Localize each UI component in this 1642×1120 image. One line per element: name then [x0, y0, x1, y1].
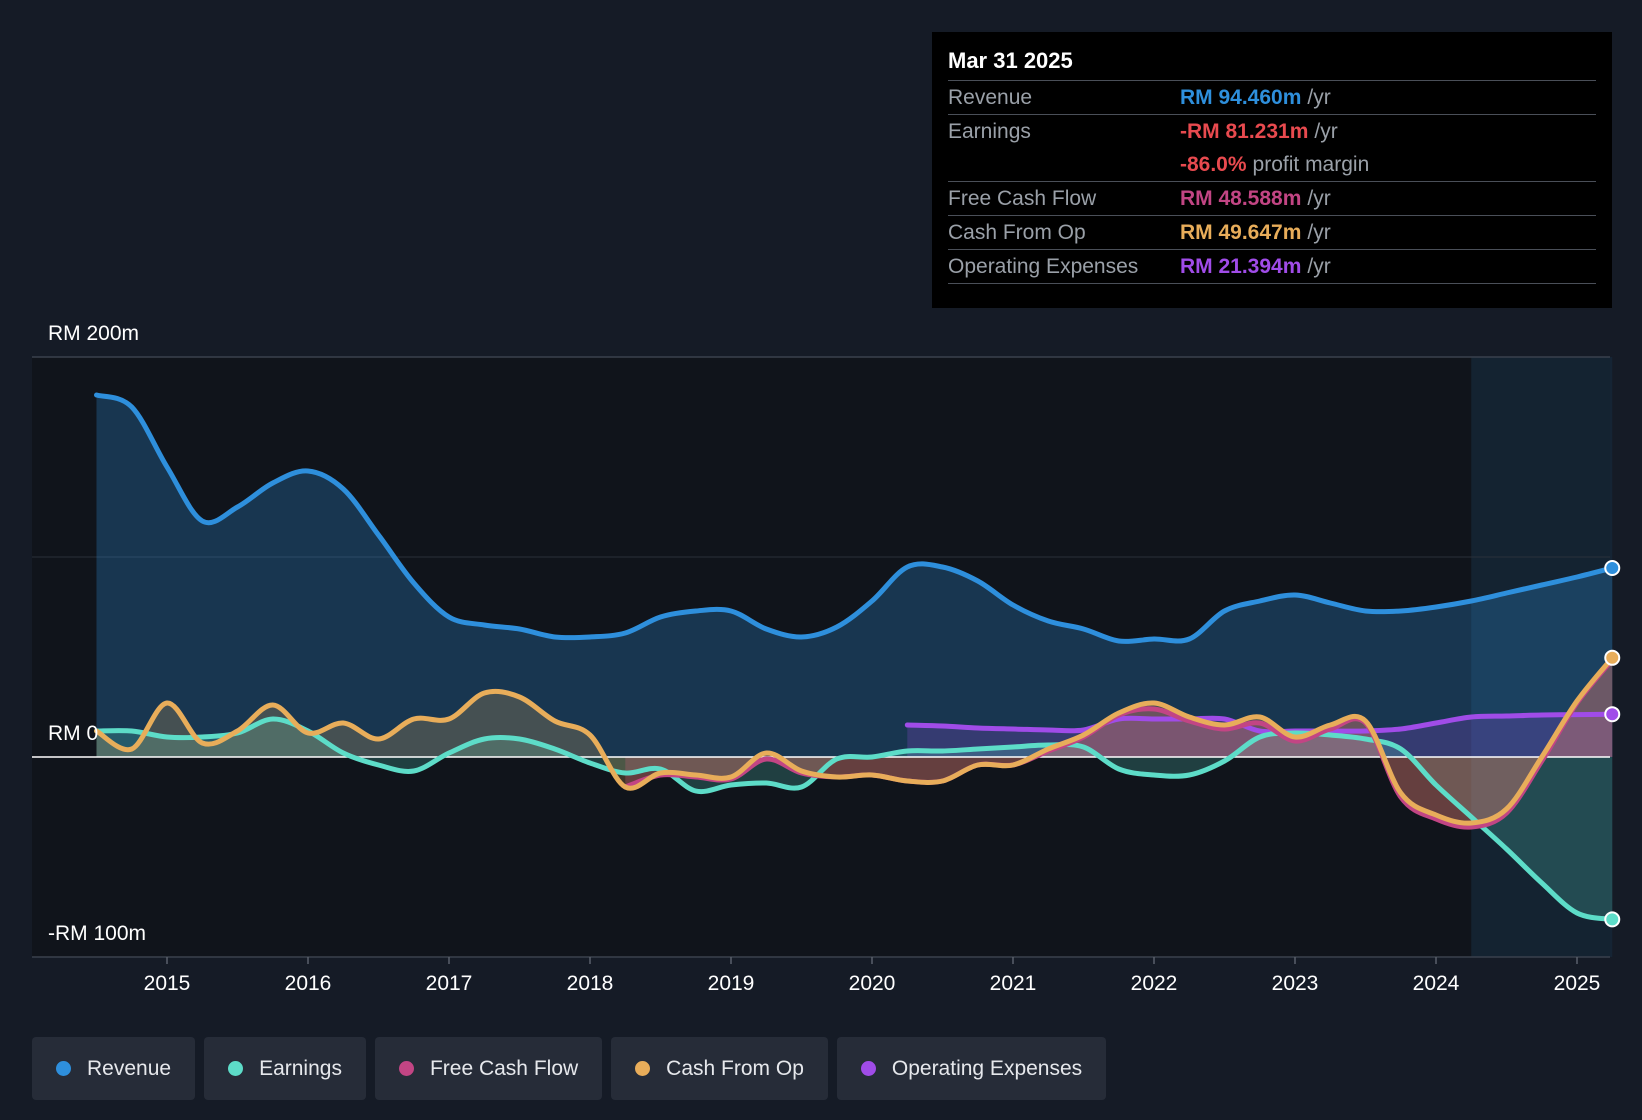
tooltip-row-opex: Operating Expenses RM 21.394m /yr	[948, 249, 1596, 284]
revenue-line	[94, 392, 1615, 644]
tooltip-label: Revenue	[948, 86, 1033, 109]
cfo-line	[94, 655, 1615, 826]
tooltip-unit: /yr	[1307, 86, 1331, 109]
x-tick-label: 2018	[567, 972, 614, 995]
x-tick-label: 2021	[990, 972, 1037, 995]
legend-item-opex[interactable]: Operating Expenses	[836, 1037, 1107, 1100]
legend-item-cfo[interactable]: Cash From Op	[611, 1037, 828, 1100]
legend-item-revenue[interactable]: Revenue	[32, 1037, 196, 1100]
forecast-highlight-band	[1471, 357, 1613, 957]
x-tick-label: 2019	[708, 972, 755, 995]
tooltip-row-margin: -86.0% profit margin	[948, 148, 1596, 181]
tooltip-row-cfo: Cash From Op RM 49.647m /yr	[948, 215, 1596, 249]
tooltip-value: RM 94.460m	[1180, 86, 1302, 109]
tooltip-row-earnings: Earnings -RM 81.231m /yr	[948, 114, 1596, 148]
tooltip-panel: Mar 31 2025 Revenue RM 94.460m /yr Earni…	[932, 32, 1612, 308]
fcf-dot-icon	[398, 1061, 414, 1076]
y-label-bottom: -RM 100m	[48, 922, 146, 945]
revenue-dot-icon	[56, 1061, 71, 1076]
tooltip-row-revenue: Revenue RM 94.460m /yr	[948, 80, 1596, 114]
tooltip-margin-value: -86.0%	[1180, 153, 1247, 176]
tooltip-label: Operating Expenses	[948, 255, 1139, 278]
x-tick-label: 2025	[1554, 972, 1601, 995]
tooltip-value: RM 48.588m	[1180, 187, 1302, 210]
earnings-line	[94, 716, 1615, 922]
legend-label: Earnings	[259, 1056, 342, 1080]
earnings-endpoint-marker	[1604, 911, 1621, 928]
legend-item-fcf[interactable]: Free Cash Flow	[374, 1037, 603, 1100]
y-label-zero: RM 0	[48, 722, 98, 745]
x-tick-label: 2023	[1272, 972, 1319, 995]
tooltip-label: Earnings	[948, 120, 1031, 143]
opex-endpoint-marker	[1604, 706, 1621, 723]
tooltip-value: RM 21.394m	[1180, 255, 1302, 278]
tooltip-label: Cash From Op	[948, 221, 1086, 244]
cfo-dot-icon	[635, 1061, 651, 1076]
earnings-dot-icon	[228, 1061, 244, 1076]
tooltip-unit: /yr	[1307, 221, 1331, 244]
plot-background	[32, 357, 1610, 957]
tooltip-row-fcf: Free Cash Flow RM 48.588m /yr	[948, 181, 1596, 215]
tooltip-unit: /yr	[1307, 255, 1331, 278]
x-tick-label: 2017	[426, 972, 473, 995]
x-tick-label: 2020	[849, 972, 896, 995]
tooltip-value: RM 49.647m	[1180, 221, 1302, 244]
tooltip-unit: /yr	[1307, 187, 1331, 210]
tooltip-unit: /yr	[1314, 120, 1338, 143]
tooltip-value: -RM 81.231m	[1180, 120, 1309, 143]
x-tick-label: 2022	[1131, 972, 1178, 995]
tooltip-label-empty	[948, 148, 1180, 181]
tooltip-margin-label: profit margin	[1252, 153, 1370, 176]
x-tick-label: 2016	[285, 972, 332, 995]
legend: Revenue Earnings Free Cash Flow Cash Fro…	[32, 1037, 1107, 1100]
cfo-endpoint-marker	[1604, 649, 1621, 666]
fcf-area	[625, 659, 1613, 828]
y-label-top: RM 200m	[48, 322, 139, 345]
opex-line	[904, 711, 1615, 735]
legend-label: Cash From Op	[666, 1056, 804, 1080]
x-tick-label: 2024	[1413, 972, 1460, 995]
earnings-area	[96, 718, 1613, 920]
legend-label: Revenue	[87, 1056, 172, 1080]
legend-label: Operating Expenses	[891, 1056, 1083, 1080]
legend-label: Free Cash Flow	[429, 1056, 579, 1080]
revenue-endpoint-marker	[1604, 560, 1621, 576]
tooltip-date: Mar 31 2025	[948, 48, 1073, 73]
legend-item-earnings[interactable]: Earnings	[204, 1037, 366, 1100]
revenue-area	[96, 395, 1613, 757]
opex-dot-icon	[860, 1061, 876, 1076]
tooltip-label: Free Cash Flow	[948, 187, 1097, 210]
x-tick-label: 2015	[144, 972, 191, 995]
